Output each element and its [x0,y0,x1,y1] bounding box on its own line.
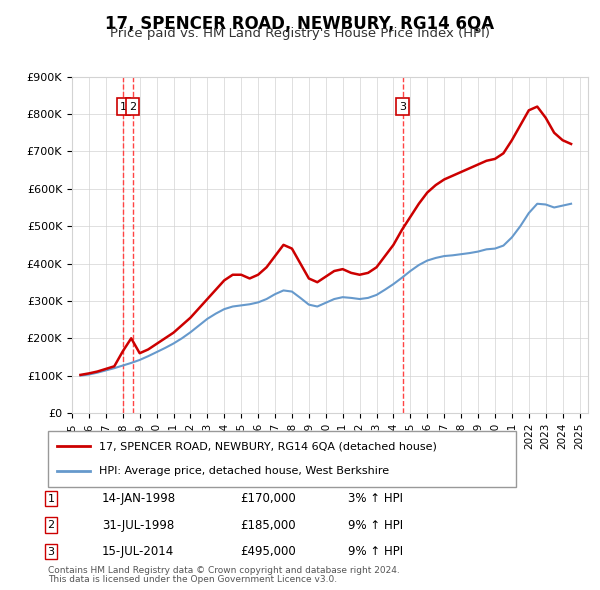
Text: This data is licensed under the Open Government Licence v3.0.: This data is licensed under the Open Gov… [48,575,337,584]
Text: 2: 2 [47,520,55,530]
Text: 1: 1 [47,494,55,503]
Text: 17, SPENCER ROAD, NEWBURY, RG14 6QA: 17, SPENCER ROAD, NEWBURY, RG14 6QA [106,15,494,33]
Text: 3% ↑ HPI: 3% ↑ HPI [348,492,403,505]
Text: Price paid vs. HM Land Registry's House Price Index (HPI): Price paid vs. HM Land Registry's House … [110,27,490,40]
Text: 14-JAN-1998: 14-JAN-1998 [102,492,176,505]
Text: 9% ↑ HPI: 9% ↑ HPI [348,519,403,532]
Text: 15-JUL-2014: 15-JUL-2014 [102,545,174,558]
Text: Contains HM Land Registry data © Crown copyright and database right 2024.: Contains HM Land Registry data © Crown c… [48,566,400,575]
Text: £185,000: £185,000 [240,519,296,532]
Text: £170,000: £170,000 [240,492,296,505]
Text: 9% ↑ HPI: 9% ↑ HPI [348,545,403,558]
Text: 31-JUL-1998: 31-JUL-1998 [102,519,174,532]
Text: 2: 2 [129,101,136,112]
Text: 1: 1 [120,101,127,112]
FancyBboxPatch shape [48,431,516,487]
Text: £495,000: £495,000 [240,545,296,558]
Text: HPI: Average price, detached house, West Berkshire: HPI: Average price, detached house, West… [100,466,389,476]
Text: 17, SPENCER ROAD, NEWBURY, RG14 6QA (detached house): 17, SPENCER ROAD, NEWBURY, RG14 6QA (det… [100,441,437,451]
Text: 3: 3 [399,101,406,112]
Text: 3: 3 [47,547,55,556]
